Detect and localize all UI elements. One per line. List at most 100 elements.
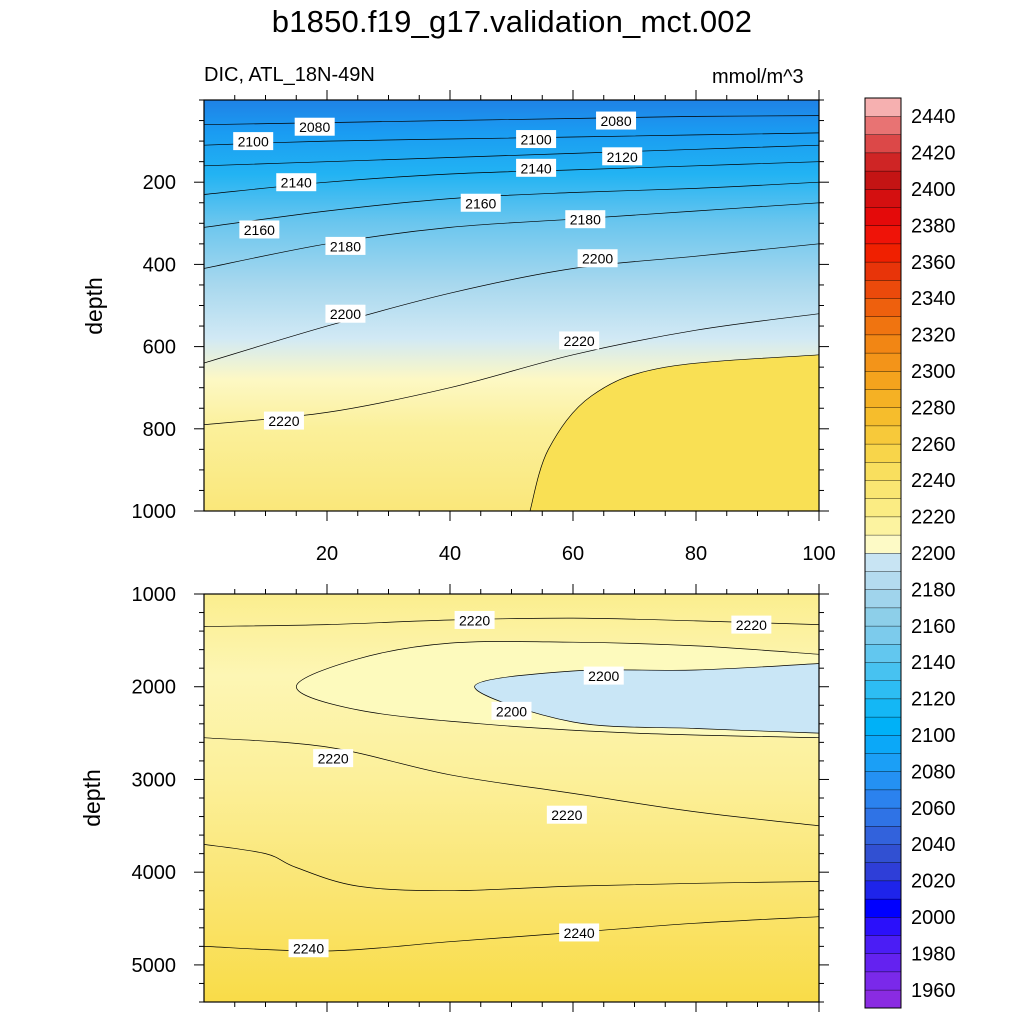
contour-label-text: 2080 (299, 119, 330, 135)
colorbar-label: 2320 (911, 325, 956, 347)
colorbar-box (864, 425, 902, 445)
colorbar-box (864, 716, 902, 736)
colorbar-box (864, 680, 902, 700)
colorbar-box (864, 206, 902, 226)
colorbar-label: 2340 (911, 288, 956, 310)
x-tick-label: 40 (439, 543, 461, 565)
colorbar-box (864, 97, 902, 117)
lower-y-tick-label: 1000 (132, 584, 177, 606)
contour-label-text: 2120 (607, 149, 638, 165)
colorbar-box (864, 916, 902, 936)
colorbar-label: 2000 (911, 907, 956, 929)
upper-contour-label: 2180 (325, 236, 366, 255)
contour-label-text: 2160 (244, 222, 275, 238)
colorbar-label: 2280 (911, 397, 956, 419)
colorbar-box (864, 279, 902, 299)
x-tick-label: 80 (685, 543, 707, 565)
upper-contour-label: 2100 (516, 130, 557, 149)
colorbar-box (864, 389, 902, 408)
colorbar-label: 2080 (911, 761, 956, 783)
contour-label-box (325, 236, 366, 255)
lower-y-tick-label: 3000 (132, 769, 177, 791)
contour-label-text: 2180 (330, 238, 361, 254)
contour-label-box (454, 610, 495, 629)
contour-label-text: 2220 (551, 807, 582, 823)
left-subtitle: DIC, ATL_18N-49N (204, 64, 375, 86)
colorbar-label: 2060 (911, 798, 956, 820)
contour-label-box (546, 805, 587, 824)
colorbar-box (864, 480, 902, 499)
lower-contour-line-2220 (204, 617, 819, 627)
upper-contour-line-2200 (204, 243, 819, 364)
lower-contour-label: 2220 (731, 615, 772, 634)
lower-y-tick-label: 2000 (132, 677, 177, 699)
upper-y-tick-label: 1000 (132, 501, 177, 523)
contour-label-box (516, 130, 557, 149)
contour-label-box (596, 111, 637, 130)
colorbar-box (864, 516, 902, 536)
colorbar-box (864, 953, 902, 973)
colorbar-label: 2180 (911, 579, 956, 601)
lower-contour-line-2240 (204, 844, 819, 892)
colorbar-label: 1960 (911, 980, 956, 1002)
contour-label-box (516, 158, 557, 177)
colorbar-label: 2140 (911, 652, 956, 674)
contour-label-text: 2220 (564, 333, 595, 349)
colorbar: 1960 1980 2000 2020 2040 2060 2080 2100 2120 2140… (864, 97, 956, 1009)
x-tick-label: 100 (802, 543, 835, 565)
colorbar-label: 2300 (911, 361, 956, 383)
upper-contour-label: 2100 (233, 132, 274, 151)
colorbar-label: 2400 (911, 179, 956, 201)
upper-contour-label: 2140 (516, 158, 557, 177)
contour-label-text: 2200 (588, 668, 619, 684)
contour-label-box (294, 117, 335, 136)
colorbar-box (864, 407, 902, 427)
contour-label-text: 2180 (570, 212, 601, 228)
colorbar-box (864, 589, 902, 609)
colorbar-label: 2040 (911, 834, 956, 856)
colorbar-box (864, 170, 902, 190)
upper-contour-label: 2140 (276, 173, 317, 192)
contour-label-text: 2220 (268, 413, 299, 429)
lower-y-tick-label: 5000 (132, 955, 177, 977)
lower-contour-line-2200 (474, 663, 819, 734)
colorbar-box (864, 989, 902, 1009)
contour-label-text: 2140 (281, 175, 312, 191)
upper-contour-panel: 2100208021002080212021402140216021602180… (132, 90, 836, 565)
contour-label-box (559, 331, 600, 350)
colorbar-box (864, 825, 902, 845)
contour-label-text: 2240 (564, 925, 595, 941)
colorbar-box (864, 898, 902, 918)
contour-label-box (233, 132, 274, 151)
lower-contour-line-2230 (204, 737, 819, 827)
colorbar-box (864, 552, 902, 572)
colorbar-label: 2160 (911, 616, 956, 638)
colorbar-box (864, 152, 902, 172)
contour-label-text: 2200 (582, 251, 613, 267)
contour-label-box (460, 193, 501, 212)
contour-label-box (276, 173, 317, 192)
contour-label-text: 2220 (459, 612, 490, 628)
colorbar-label: 2120 (911, 689, 956, 711)
colorbar-box (864, 862, 902, 882)
lower-contour-label: 2220 (313, 749, 354, 768)
contour-label-text: 2100 (238, 134, 269, 150)
colorbar-label: 2260 (911, 434, 956, 456)
lower-contour-label: 2220 (454, 610, 495, 629)
colorbar-box (864, 625, 902, 645)
colorbar-box (864, 498, 902, 518)
contour-label-box (559, 923, 600, 942)
upper-contour-line-2230 (529, 354, 819, 511)
contour-label-text: 2240 (293, 941, 324, 957)
contour-label-box (263, 411, 304, 430)
upper-contour-line-2160 (204, 181, 819, 228)
right-subtitle: mmol/m^3 (712, 66, 804, 88)
upper-ylabel: depth (81, 277, 107, 335)
colorbar-box (864, 298, 902, 317)
colorbar-label: 2420 (911, 143, 956, 165)
contour-label-box (565, 210, 606, 229)
contour-label-box (602, 147, 643, 166)
contour-label-box (325, 304, 366, 323)
lower-y-tick-label: 4000 (132, 862, 177, 884)
